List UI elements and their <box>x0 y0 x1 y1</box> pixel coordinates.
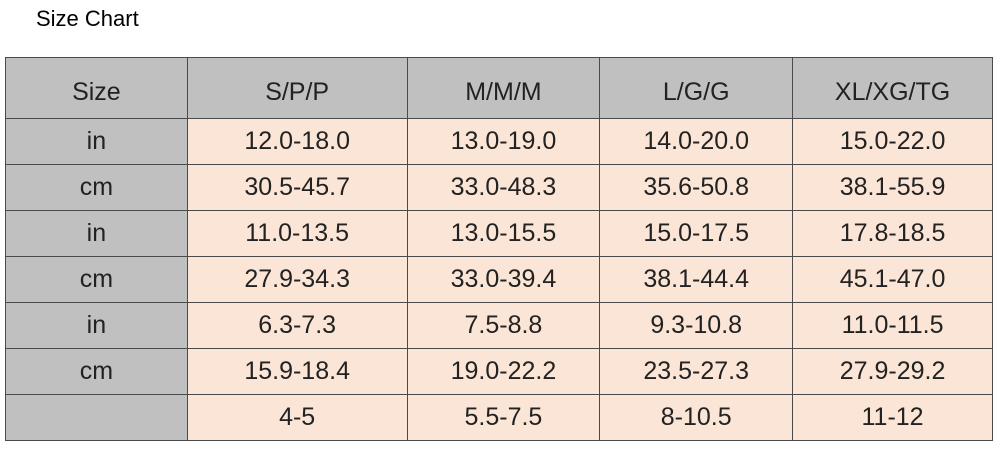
table-row: in 6.3-7.3 7.5-8.8 9.3-10.8 11.0-11.5 <box>5 302 993 349</box>
unit-cell: cm <box>5 348 188 395</box>
header-cell: Size <box>5 57 188 119</box>
header-cell: S/P/P <box>186 57 408 119</box>
size-cell: 19.0-22.2 <box>406 348 601 395</box>
page-title: Size Chart <box>36 6 139 31</box>
size-cell: 23.5-27.3 <box>599 348 794 395</box>
size-cell: 17.8-18.5 <box>792 210 993 257</box>
size-cell: 45.1-47.0 <box>792 256 993 303</box>
size-table: Size S/P/P M/M/M L/G/G XL/XG/TG in 12.0-18.0 13… <box>5 57 993 441</box>
size-cell: 15.9-18.4 <box>186 348 408 395</box>
table-row: cm 27.9-34.3 33.0-39.4 38.1-44.4 45.1-47.0 <box>5 256 993 303</box>
size-cell: 13.0-15.5 <box>406 210 601 257</box>
size-cell: 8-10.5 <box>599 394 794 441</box>
size-cell: 11-12 <box>792 394 993 441</box>
size-cell: 4-5 <box>186 394 408 441</box>
table-row: 4-5 5.5-7.5 8-10.5 11-12 <box>5 394 993 441</box>
unit-cell: in <box>5 118 188 165</box>
size-cell: 33.0-39.4 <box>406 256 601 303</box>
header-cell: XL/XG/TG <box>792 57 993 119</box>
size-cell: 27.9-29.2 <box>792 348 993 395</box>
size-cell: 11.0-11.5 <box>792 302 993 349</box>
size-cell: 38.1-44.4 <box>599 256 794 303</box>
size-cell: 6.3-7.3 <box>186 302 408 349</box>
size-cell: 13.0-19.0 <box>406 118 601 165</box>
size-cell: 30.5-45.7 <box>186 164 408 211</box>
size-cell: 35.6-50.8 <box>599 164 794 211</box>
size-cell: 15.0-17.5 <box>599 210 794 257</box>
table-row: cm 15.9-18.4 19.0-22.2 23.5-27.3 27.9-29.2 <box>5 348 993 395</box>
table-body: Size S/P/P M/M/M L/G/G XL/XG/TG in 12.0-18.0 13… <box>5 57 993 441</box>
table-row: in 11.0-13.5 13.0-15.5 15.0-17.5 17.8-18.5 <box>5 210 993 257</box>
size-cell: 14.0-20.0 <box>599 118 794 165</box>
size-cell: 9.3-10.8 <box>599 302 794 349</box>
size-cell: 27.9-34.3 <box>186 256 408 303</box>
table-row: in 12.0-18.0 13.0-19.0 14.0-20.0 15.0-22.0 <box>5 118 993 165</box>
unit-cell: cm <box>5 164 188 211</box>
unit-cell: in <box>5 210 188 257</box>
header-row: Size S/P/P M/M/M L/G/G XL/XG/TG <box>5 57 993 119</box>
unit-cell: in <box>5 302 188 349</box>
size-cell: 12.0-18.0 <box>186 118 408 165</box>
header-cell: M/M/M <box>406 57 601 119</box>
table-row: cm 30.5-45.7 33.0-48.3 35.6-50.8 38.1-55.9 <box>5 164 993 211</box>
size-cell: 7.5-8.8 <box>406 302 601 349</box>
header-cell: L/G/G <box>599 57 794 119</box>
size-cell: 11.0-13.5 <box>186 210 408 257</box>
size-cell: 5.5-7.5 <box>406 394 601 441</box>
unit-cell <box>5 394 188 441</box>
unit-cell: cm <box>5 256 188 303</box>
size-cell: 33.0-48.3 <box>406 164 601 211</box>
size-cell: 15.0-22.0 <box>792 118 993 165</box>
size-cell: 38.1-55.9 <box>792 164 993 211</box>
